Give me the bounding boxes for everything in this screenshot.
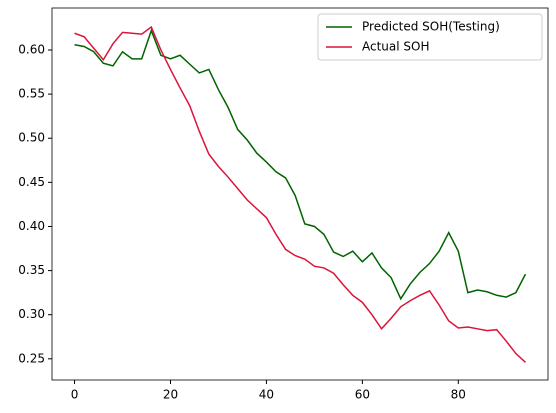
series-line <box>74 25 526 363</box>
y-tick-label: 0.45 <box>18 175 45 189</box>
y-tick-label: 0.30 <box>18 307 45 321</box>
x-tick-label: 0 <box>71 388 79 402</box>
legend-label: Predicted SOH(Testing) <box>362 20 500 34</box>
y-tick-label: 0.55 <box>18 87 45 101</box>
x-tick-label: 40 <box>259 388 274 402</box>
y-tick-label: 0.25 <box>18 351 45 365</box>
y-tick-label: 0.40 <box>18 219 45 233</box>
legend-label: Actual SOH <box>362 40 430 54</box>
y-tick-label: 0.35 <box>18 263 45 277</box>
x-tick-label: 80 <box>451 388 466 402</box>
y-tick-label: 0.50 <box>18 131 45 145</box>
legend-box <box>317 13 543 61</box>
plot-frame <box>51 7 549 381</box>
series-line <box>74 28 527 301</box>
y-tick-label: 0.60 <box>18 43 45 57</box>
x-tick-label: 20 <box>163 388 178 402</box>
x-tick-label: 60 <box>355 388 370 402</box>
